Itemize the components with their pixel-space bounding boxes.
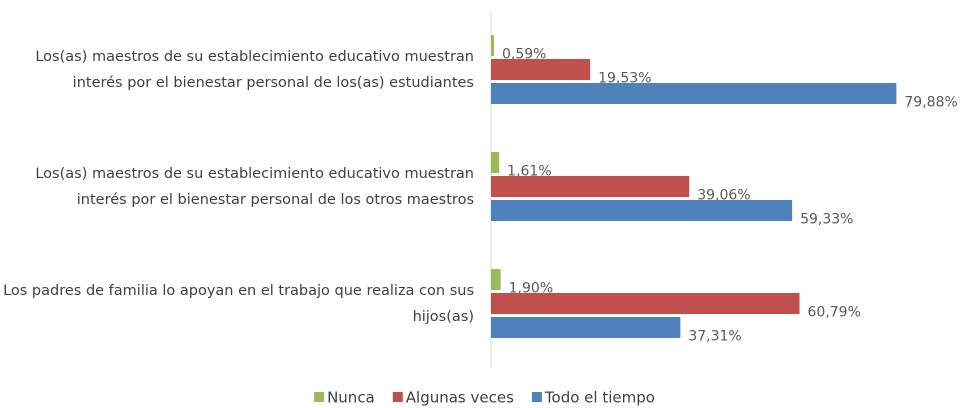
- bar: [491, 59, 591, 80]
- category-label: Los(as) maestros de su establecimiento e…: [35, 49, 474, 91]
- legend-swatch: [531, 392, 542, 402]
- value-label: 59,33%: [800, 212, 853, 228]
- value-label: 1,90%: [509, 281, 553, 297]
- bar: [491, 152, 500, 173]
- bar: [491, 176, 690, 197]
- bar: [491, 200, 793, 221]
- legend-label: Todo el tiempo: [544, 389, 655, 407]
- bar: [491, 35, 494, 56]
- value-label: 19,53%: [598, 71, 651, 87]
- bar: [491, 269, 501, 290]
- value-label: 60,79%: [808, 305, 861, 321]
- category-label: Los(as) maestros de su establecimiento e…: [35, 166, 474, 208]
- value-label: 39,06%: [697, 188, 750, 204]
- bar: [491, 317, 681, 338]
- value-label: 37,31%: [688, 329, 741, 345]
- category-label: Los padres de familia lo apoyan en el tr…: [3, 283, 474, 325]
- legend: Nunca Algunas veces Todo el tiempo: [314, 389, 655, 407]
- legend-label: Nunca: [327, 389, 375, 407]
- legend-swatch: [314, 392, 325, 402]
- bar: [491, 83, 897, 104]
- legend-swatch: [392, 392, 403, 402]
- value-label: 79,88%: [904, 95, 957, 111]
- value-label: 0,59%: [502, 47, 546, 63]
- bar: [491, 293, 800, 314]
- legend-label: Algunas veces: [406, 389, 514, 407]
- value-label: 1,61%: [507, 164, 551, 180]
